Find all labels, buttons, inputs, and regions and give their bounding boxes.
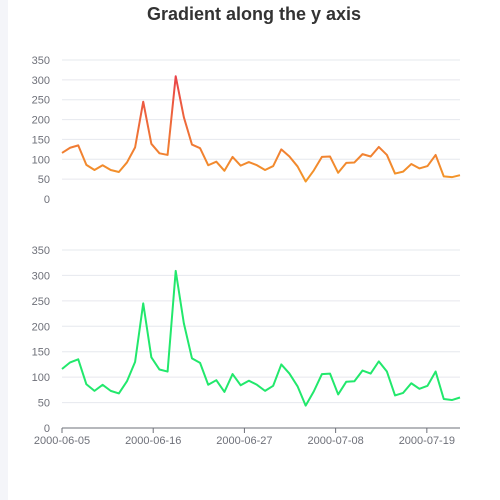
- x-tick-label: 2000-06-27: [216, 435, 272, 447]
- top-series-line: [61, 75, 461, 183]
- bottom-y-tick-label: 250: [32, 296, 50, 308]
- top-y-tick-label: 200: [32, 115, 50, 127]
- x-tick-label: 2000-07-08: [307, 435, 363, 447]
- top-y-tick-label: 0: [44, 194, 50, 206]
- x-tick-label: 2000-07-19: [399, 435, 455, 447]
- top-y-tick-label: 350: [32, 55, 50, 67]
- bottom-y-tick-label: 200: [32, 321, 50, 333]
- top-line-chart: 0 50 100 150 200 250 300 350: [32, 55, 461, 206]
- bottom-y-tick-label: 350: [32, 245, 50, 257]
- bottom-y-tick-label: 300: [32, 270, 50, 282]
- chart-card: Gradient along the y axis 0 50 100 150 200 25…: [8, 0, 500, 500]
- top-y-tick-label: 50: [38, 174, 50, 186]
- bottom-y-tick-label: 150: [32, 347, 50, 359]
- top-y-tick-label: 250: [32, 95, 50, 107]
- bottom-series-line: [61, 269, 461, 407]
- x-tick-label: 2000-06-16: [125, 435, 181, 447]
- chart-canvas: 0 50 100 150 200 250 300 350 0 50 100 150 200 250 300…: [32, 55, 461, 447]
- x-tick-label: 2000-06-05: [34, 435, 90, 447]
- top-y-tick-label: 300: [32, 75, 50, 87]
- top-y-tick-label: 100: [32, 154, 50, 166]
- top-y-tick-label: 150: [32, 134, 50, 146]
- bottom-y-tick-label: 0: [44, 423, 50, 435]
- bottom-y-tick-label: 50: [38, 398, 50, 410]
- bottom-line-chart: 0 50 100 150 200 250 300 350 2000-06-05 2000-06-1…: [32, 245, 461, 447]
- bottom-y-tick-label: 100: [32, 372, 50, 384]
- chart-title: Gradient along the y axis: [146, 4, 362, 24]
